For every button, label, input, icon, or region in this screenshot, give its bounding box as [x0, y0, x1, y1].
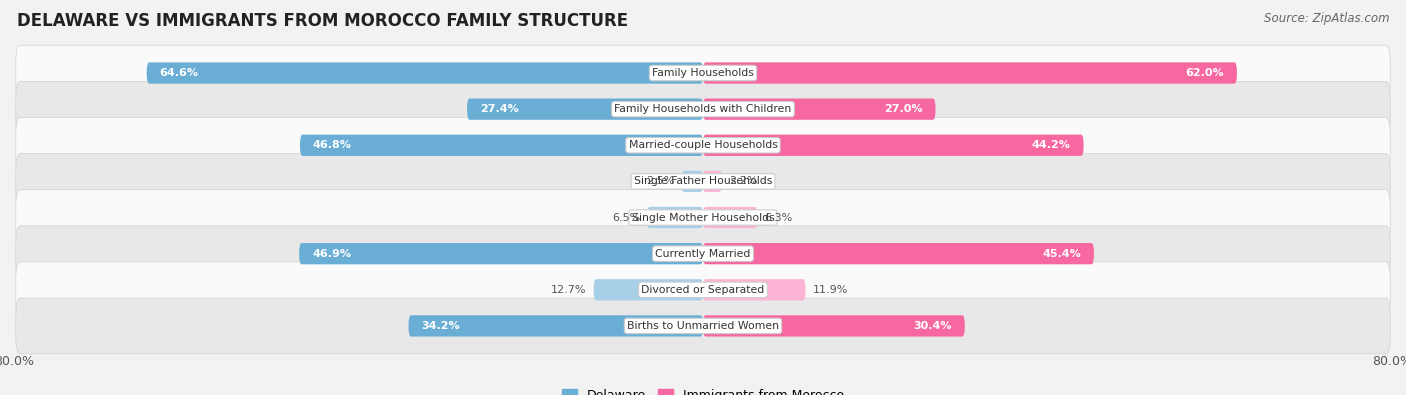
FancyBboxPatch shape — [703, 315, 965, 337]
Text: 6.3%: 6.3% — [763, 213, 793, 222]
FancyBboxPatch shape — [703, 98, 935, 120]
Text: Single Father Households: Single Father Households — [634, 177, 772, 186]
FancyBboxPatch shape — [15, 81, 1391, 137]
Text: 2.5%: 2.5% — [647, 177, 675, 186]
FancyBboxPatch shape — [703, 135, 1084, 156]
Text: Single Mother Households: Single Mother Households — [631, 213, 775, 222]
FancyBboxPatch shape — [409, 315, 703, 337]
Text: 44.2%: 44.2% — [1032, 140, 1071, 150]
Legend: Delaware, Immigrants from Morocco: Delaware, Immigrants from Morocco — [557, 384, 849, 395]
Text: Family Households: Family Households — [652, 68, 754, 78]
FancyBboxPatch shape — [593, 279, 703, 301]
FancyBboxPatch shape — [15, 154, 1391, 209]
Text: 45.4%: 45.4% — [1042, 249, 1081, 259]
FancyBboxPatch shape — [703, 243, 1094, 264]
Text: 2.2%: 2.2% — [728, 177, 758, 186]
FancyBboxPatch shape — [703, 207, 758, 228]
Text: Births to Unmarried Women: Births to Unmarried Women — [627, 321, 779, 331]
Text: 27.4%: 27.4% — [479, 104, 519, 114]
FancyBboxPatch shape — [15, 262, 1391, 318]
Text: 64.6%: 64.6% — [160, 68, 198, 78]
FancyBboxPatch shape — [15, 45, 1391, 101]
Text: 11.9%: 11.9% — [813, 285, 848, 295]
Text: 46.9%: 46.9% — [312, 249, 352, 259]
Text: Source: ZipAtlas.com: Source: ZipAtlas.com — [1264, 12, 1389, 25]
FancyBboxPatch shape — [703, 62, 1237, 84]
Text: 30.4%: 30.4% — [914, 321, 952, 331]
FancyBboxPatch shape — [682, 171, 703, 192]
FancyBboxPatch shape — [647, 207, 703, 228]
FancyBboxPatch shape — [15, 298, 1391, 354]
Text: 62.0%: 62.0% — [1185, 68, 1225, 78]
Text: 12.7%: 12.7% — [551, 285, 586, 295]
FancyBboxPatch shape — [703, 171, 721, 192]
Text: Family Households with Children: Family Households with Children — [614, 104, 792, 114]
FancyBboxPatch shape — [299, 135, 703, 156]
FancyBboxPatch shape — [15, 117, 1391, 173]
Text: 27.0%: 27.0% — [884, 104, 922, 114]
Text: 6.5%: 6.5% — [612, 213, 640, 222]
Text: 46.8%: 46.8% — [314, 140, 352, 150]
FancyBboxPatch shape — [146, 62, 703, 84]
Text: 34.2%: 34.2% — [422, 321, 460, 331]
FancyBboxPatch shape — [467, 98, 703, 120]
Text: Currently Married: Currently Married — [655, 249, 751, 259]
FancyBboxPatch shape — [299, 243, 703, 264]
FancyBboxPatch shape — [703, 279, 806, 301]
Text: Married-couple Households: Married-couple Households — [628, 140, 778, 150]
Text: DELAWARE VS IMMIGRANTS FROM MOROCCO FAMILY STRUCTURE: DELAWARE VS IMMIGRANTS FROM MOROCCO FAMI… — [17, 12, 628, 30]
FancyBboxPatch shape — [15, 226, 1391, 282]
Text: Divorced or Separated: Divorced or Separated — [641, 285, 765, 295]
FancyBboxPatch shape — [15, 190, 1391, 245]
